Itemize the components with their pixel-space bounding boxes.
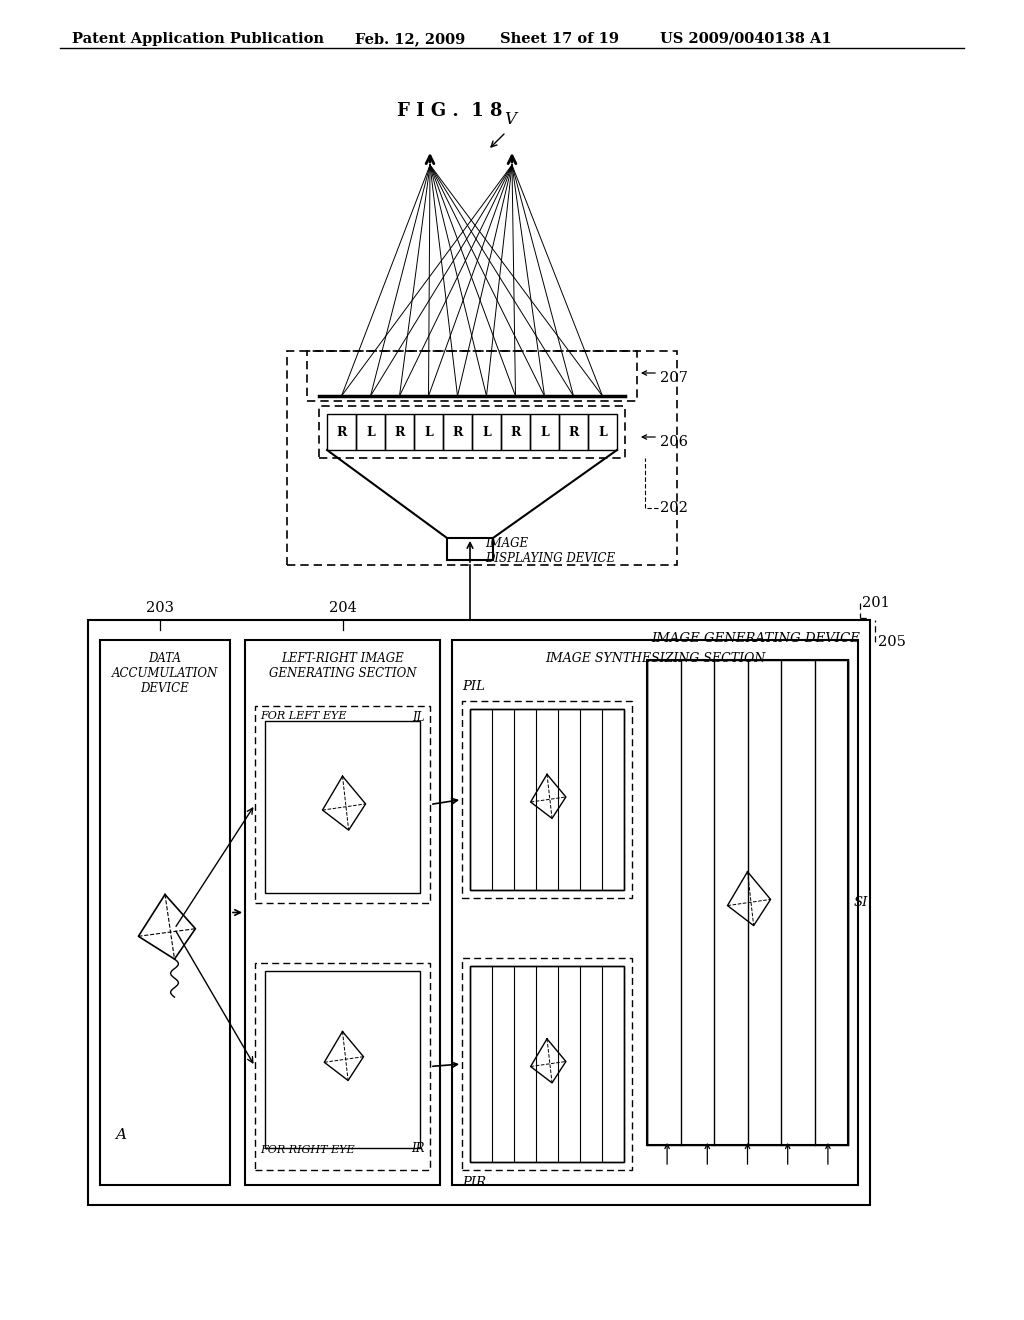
Bar (588, 414, 617, 450)
Bar (501, 414, 530, 450)
Text: L: L (482, 425, 490, 438)
Text: R: R (568, 425, 579, 438)
Bar (255, 706, 430, 903)
Bar (287, 351, 677, 565)
Text: DATA
ACCUMULATION
DEVICE: DATA ACCUMULATION DEVICE (112, 652, 218, 696)
Text: FOR LEFT EYE: FOR LEFT EYE (260, 711, 346, 721)
Text: A: A (115, 1129, 126, 1142)
Bar (265, 721, 420, 894)
Text: 201: 201 (862, 597, 890, 610)
Text: 205: 205 (878, 635, 906, 649)
Text: 206: 206 (660, 436, 688, 449)
Text: 207: 207 (660, 371, 688, 385)
Bar (462, 701, 632, 898)
Text: Patent Application Publication: Patent Application Publication (72, 32, 324, 46)
Text: R: R (336, 425, 347, 438)
Text: IMAGE
DISPLAYING DEVICE: IMAGE DISPLAYING DEVICE (485, 537, 615, 565)
Bar (462, 958, 632, 1170)
Text: PIR: PIR (462, 1176, 486, 1189)
Bar (385, 414, 414, 450)
Bar (100, 640, 230, 1185)
Bar (447, 539, 493, 560)
Bar (647, 660, 848, 1144)
Text: F I G .  1 8: F I G . 1 8 (397, 102, 503, 120)
Text: LEFT-RIGHT IMAGE
GENERATING SECTION: LEFT-RIGHT IMAGE GENERATING SECTION (268, 652, 416, 680)
Text: US 2009/0040138 A1: US 2009/0040138 A1 (660, 32, 831, 46)
Text: 204: 204 (329, 601, 356, 615)
Text: R: R (394, 425, 404, 438)
Bar (470, 709, 624, 890)
Text: FOR RIGHT EYE: FOR RIGHT EYE (260, 1144, 354, 1155)
Bar (647, 660, 848, 1144)
Text: Sheet 17 of 19: Sheet 17 of 19 (500, 32, 618, 46)
Text: 202: 202 (660, 502, 688, 515)
Text: 203: 203 (146, 601, 174, 615)
Text: IMAGE GENERATING DEVICE: IMAGE GENERATING DEVICE (651, 632, 860, 645)
Bar (470, 966, 624, 1162)
Text: L: L (424, 425, 433, 438)
Text: V: V (504, 111, 516, 128)
Bar (255, 964, 430, 1170)
Bar (470, 966, 624, 1162)
Text: L: L (598, 425, 607, 438)
Bar (319, 407, 625, 458)
Bar (472, 414, 501, 450)
Bar (470, 709, 624, 890)
Bar (443, 414, 472, 450)
Bar (559, 414, 588, 450)
Text: SI: SI (854, 896, 868, 909)
Bar (356, 414, 385, 450)
Text: Feb. 12, 2009: Feb. 12, 2009 (355, 32, 465, 46)
Bar (245, 640, 440, 1185)
Text: IR: IR (412, 1142, 425, 1155)
Text: L: L (540, 425, 549, 438)
Bar (327, 414, 356, 450)
Text: IL: IL (413, 711, 425, 723)
Text: IMAGE SYNTHESIZING SECTION: IMAGE SYNTHESIZING SECTION (545, 652, 765, 665)
Text: PIL: PIL (462, 680, 485, 693)
Bar (307, 351, 637, 401)
Text: R: R (510, 425, 520, 438)
Text: R: R (453, 425, 463, 438)
Bar (414, 414, 443, 450)
Bar (265, 972, 420, 1148)
Text: L: L (367, 425, 375, 438)
Bar (530, 414, 559, 450)
Bar (88, 620, 870, 1205)
Bar (452, 640, 858, 1185)
